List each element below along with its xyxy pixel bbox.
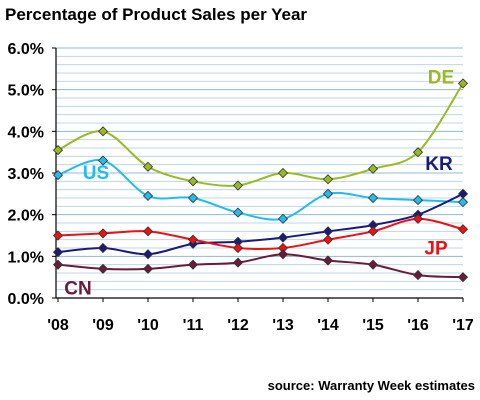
data-point-kr: [277, 232, 289, 243]
data-point-us: [232, 207, 244, 218]
y-tick-label: 5.0%: [8, 83, 44, 100]
y-tick-label: 6.0%: [8, 41, 44, 58]
y-tick-label: 1.0%: [8, 249, 44, 266]
data-point-de: [142, 161, 154, 172]
axes: [52, 47, 464, 302]
data-point-de: [457, 78, 469, 89]
series-labels: DE US KR JP CN: [64, 67, 454, 299]
series-line-jp: [57, 217, 464, 250]
x-tick-label: '15: [362, 317, 384, 334]
data-point-cn: [187, 259, 199, 270]
data-point-cn: [367, 259, 379, 270]
data-point-jp: [52, 230, 64, 241]
y-tick-label: 0.0%: [8, 291, 44, 308]
data-point-cn: [322, 255, 334, 266]
source-note: source: Warranty Week estimates: [268, 378, 475, 393]
data-point-us: [97, 155, 109, 166]
data-point-jp: [367, 226, 379, 237]
data-point-jp: [232, 242, 244, 254]
series-group: [52, 78, 469, 283]
x-tick-label: '13: [272, 317, 294, 334]
x-tick-label: '12: [227, 317, 249, 334]
series-label-de: DE: [428, 67, 454, 88]
x-tick-label: '17: [452, 317, 474, 334]
data-point-jp: [322, 234, 334, 245]
series-line-us: [57, 159, 464, 221]
data-point-us: [187, 192, 199, 204]
series-label-kr: KR: [425, 154, 453, 175]
series-line-cn: [57, 253, 464, 279]
data-point-cn: [232, 257, 244, 268]
data-point-de: [52, 145, 64, 156]
data-point-de: [367, 163, 379, 174]
chart-title: Percentage of Product Sales per Year: [5, 5, 307, 24]
data-point-kr: [457, 188, 469, 199]
data-point-us: [412, 195, 424, 206]
x-tick-label: '16: [407, 317, 429, 334]
y-tick-label: 3.0%: [8, 166, 44, 183]
x-tick-label: '09: [92, 317, 114, 334]
data-point-cn: [457, 272, 469, 283]
gridlines: [56, 47, 463, 291]
data-point-cn: [142, 263, 154, 274]
data-point-us: [142, 190, 154, 201]
series-line-kr: [57, 192, 464, 256]
data-point-de: [232, 180, 244, 191]
data-point-jp: [142, 226, 154, 237]
data-point-jp: [97, 228, 109, 239]
series-label-us: US: [83, 163, 109, 184]
data-point-us: [52, 170, 64, 181]
data-point-cn: [412, 270, 424, 281]
data-point-us: [322, 188, 334, 199]
data-point-jp: [457, 224, 469, 235]
data-point-de: [412, 147, 424, 158]
data-point-us: [277, 213, 289, 224]
x-tick-label: '11: [183, 317, 204, 334]
data-point-jp: [187, 234, 199, 245]
data-point-kr: [97, 242, 109, 254]
y-tick-label: 2.0%: [8, 208, 44, 225]
data-point-cn: [97, 263, 109, 274]
data-point-jp: [412, 213, 424, 224]
data-point-cn: [277, 249, 289, 260]
y-tick-label: 4.0%: [8, 124, 44, 141]
data-point-kr: [322, 226, 334, 237]
x-tick-labels: '08 '09 '10 '11 '12 '13 '14 '15 '16 '17: [47, 317, 474, 334]
data-point-de: [277, 167, 289, 179]
data-point-de: [97, 126, 109, 137]
data-point-us: [367, 192, 379, 204]
data-point-de: [322, 174, 334, 185]
series-line-de: [57, 82, 464, 187]
data-point-kr: [142, 249, 154, 260]
x-tick-label: '14: [317, 317, 339, 334]
y-tick-labels: 0.0% 1.0% 2.0% 3.0% 4.0% 5.0% 6.0%: [8, 41, 44, 308]
data-point-us: [457, 197, 469, 208]
data-point-cn: [52, 259, 64, 270]
x-tick-label: '08: [47, 317, 69, 334]
data-point-de: [187, 176, 199, 187]
x-tick-label: '10: [137, 317, 159, 334]
data-point-kr: [52, 247, 64, 258]
series-label-jp: JP: [424, 238, 448, 259]
series-label-cn: CN: [64, 279, 91, 300]
